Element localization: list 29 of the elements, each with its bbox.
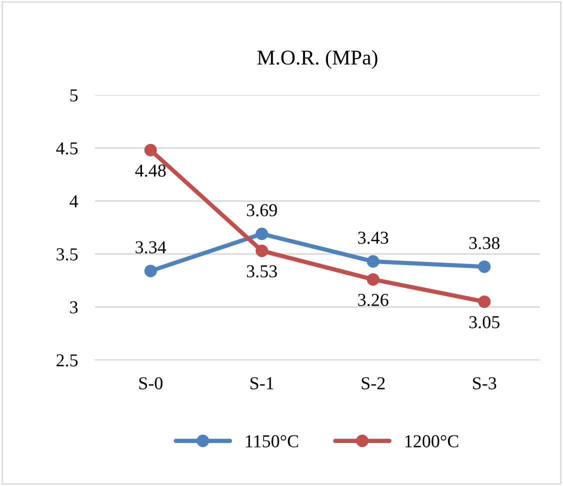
data-label: 3.26	[358, 294, 388, 306]
point	[366, 255, 380, 268]
point	[144, 144, 157, 156]
x-tick-label: S-0	[139, 377, 162, 390]
chart-title: M.O.R. (MPa)	[257, 50, 378, 69]
y-tick-label: 3.5	[56, 248, 78, 261]
point	[478, 260, 491, 273]
data-label: 3.34	[136, 241, 166, 254]
point	[256, 244, 268, 258]
y-tick-label: 3	[70, 301, 78, 314]
data-label: 3.43	[358, 232, 388, 244]
data-label: 3.53	[246, 265, 277, 278]
y-tick-label: 4	[70, 195, 78, 208]
x-tick-label: S-2	[362, 377, 385, 390]
legend-label: 1150°C	[246, 435, 298, 448]
point	[478, 295, 491, 308]
legend-label: 1200°C	[405, 435, 458, 448]
data-label: 4.48	[135, 164, 166, 177]
point	[144, 264, 157, 278]
x-tick-label: S-1	[250, 377, 274, 390]
data-label: 3.38	[469, 236, 500, 250]
data-label: 3.05	[469, 316, 500, 328]
x-tick-label: S-3	[473, 377, 496, 390]
y-tick-label: 2.5	[56, 354, 78, 367]
y-tick-label: 5	[70, 89, 78, 102]
data-label: 3.69	[246, 204, 277, 216]
point	[256, 228, 268, 240]
point	[366, 273, 380, 286]
y-tick-label: 4.5	[56, 142, 78, 155]
